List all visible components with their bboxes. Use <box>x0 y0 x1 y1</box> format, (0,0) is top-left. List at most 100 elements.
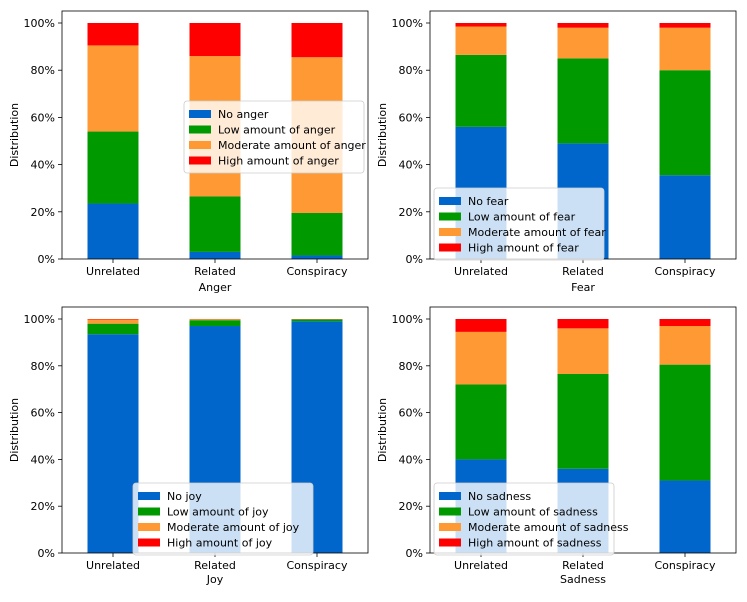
y-axis-label: Distribution <box>8 398 21 462</box>
legend-label-1: Low amount of sadness <box>468 506 598 519</box>
bar-unrelated-3 <box>88 23 139 45</box>
legend-label-1: Low amount of anger <box>218 124 336 137</box>
x-tick-label-unrelated: Unrelated <box>454 559 508 572</box>
x-axis-label: Anger <box>199 281 232 294</box>
bar-unrelated-2 <box>88 45 139 131</box>
bar-unrelated-1 <box>88 324 139 335</box>
x-tick-label-conspiracy: Conspiracy <box>655 265 716 278</box>
bar-unrelated-1 <box>88 132 139 204</box>
x-tick-label-related: Related <box>562 265 604 278</box>
legend-label-0: No fear <box>468 195 509 208</box>
y-tick-label: 20% <box>399 500 423 513</box>
x-tick-label-unrelated: Unrelated <box>454 265 508 278</box>
legend-swatch-3 <box>439 539 461 547</box>
x-tick-label-conspiracy: Conspiracy <box>287 265 348 278</box>
bar-related-2 <box>190 319 241 320</box>
legend-label-2: Moderate amount of fear <box>468 226 606 239</box>
y-tick-label: 0% <box>38 547 55 560</box>
bar-conspiracy-3 <box>292 23 343 57</box>
legend: No fear Low amount of fear Moderate amount… <box>434 188 606 260</box>
y-tick-label: 100% <box>392 17 423 30</box>
bar-unrelated-2 <box>88 319 139 323</box>
y-tick-label: 60% <box>31 111 55 124</box>
bar-related-2 <box>558 28 609 59</box>
x-axis-label: Joy <box>206 573 224 586</box>
x-tick-label-conspiracy: Conspiracy <box>287 559 348 572</box>
legend-swatch-3 <box>439 244 461 252</box>
bar-conspiracy-1 <box>660 70 711 175</box>
bar-related-1 <box>558 58 609 143</box>
y-tick-label: 60% <box>31 407 55 420</box>
legend-swatch-0 <box>439 492 461 500</box>
legend-swatch-3 <box>138 539 160 547</box>
bar-conspiracy-1 <box>292 319 343 321</box>
bar-conspiracy-1 <box>292 213 343 255</box>
bar-related-1 <box>190 196 241 251</box>
x-tick-label-unrelated: Unrelated <box>86 559 140 572</box>
y-axis-label: Distribution <box>376 103 389 167</box>
bar-unrelated-2 <box>456 27 507 55</box>
bar-unrelated-0 <box>88 204 139 259</box>
bar-unrelated-3 <box>456 23 507 27</box>
x-tick-label-unrelated: Unrelated <box>86 265 140 278</box>
legend-label-2: Moderate amount of joy <box>167 521 300 534</box>
legend-swatch-0 <box>138 492 160 500</box>
legend-swatch-0 <box>189 110 211 118</box>
y-tick-label: 40% <box>31 453 55 466</box>
legend-swatch-2 <box>439 228 461 236</box>
bar-conspiracy-3 <box>660 23 711 28</box>
bar-related-3 <box>558 319 609 328</box>
bar-related-2 <box>558 328 609 374</box>
legend-label-1: Low amount of fear <box>468 211 576 224</box>
y-tick-label: 80% <box>399 360 423 373</box>
y-tick-label: 20% <box>31 500 55 513</box>
y-tick-label: 40% <box>31 159 55 172</box>
bar-related-1 <box>558 374 609 469</box>
y-tick-label: 60% <box>399 111 423 124</box>
y-tick-label: 40% <box>399 453 423 466</box>
y-tick-label: 80% <box>399 64 423 77</box>
bar-related-3 <box>558 23 609 28</box>
y-axis-label: Distribution <box>8 103 21 167</box>
bar-conspiracy-0 <box>660 175 711 259</box>
bar-unrelated-1 <box>456 55 507 127</box>
legend-swatch-1 <box>439 508 461 516</box>
bar-conspiracy-3 <box>660 319 711 326</box>
legend-swatch-1 <box>189 126 211 134</box>
x-tick-label-related: Related <box>194 559 236 572</box>
legend-label-0: No sadness <box>468 490 531 503</box>
legend-label-3: High amount of anger <box>218 155 339 168</box>
bar-related-1 <box>190 320 241 326</box>
y-tick-label: 80% <box>31 360 55 373</box>
legend-label-3: High amount of joy <box>167 537 273 550</box>
bar-related-0 <box>190 252 241 259</box>
bar-related-3 <box>190 23 241 56</box>
legend-swatch-3 <box>189 157 211 165</box>
legend: No joy Low amount of joy Moderate amount o… <box>133 483 313 555</box>
y-tick-label: 0% <box>406 547 423 560</box>
bar-unrelated-0 <box>88 334 139 553</box>
y-tick-label: 0% <box>38 253 55 266</box>
chart-joy: 0% 20% 40% 60% 80% 100% Unrelated Related Conspi… <box>8 307 368 586</box>
legend-label-2: Moderate amount of anger <box>218 139 366 152</box>
legend-label-0: No joy <box>167 490 202 503</box>
y-tick-label: 100% <box>24 313 55 326</box>
legend-swatch-0 <box>439 197 461 205</box>
legend-label-3: High amount of sadness <box>468 537 602 550</box>
x-tick-label-conspiracy: Conspiracy <box>655 559 716 572</box>
y-tick-label: 80% <box>31 64 55 77</box>
legend-label-1: Low amount of joy <box>167 506 269 519</box>
y-tick-label: 100% <box>24 17 55 30</box>
legend-swatch-1 <box>138 508 160 516</box>
y-tick-label: 20% <box>399 206 423 219</box>
x-tick-label-related: Related <box>194 265 236 278</box>
bar-unrelated-3 <box>456 319 507 332</box>
bar-unrelated-1 <box>456 385 507 460</box>
legend-swatch-1 <box>439 213 461 221</box>
